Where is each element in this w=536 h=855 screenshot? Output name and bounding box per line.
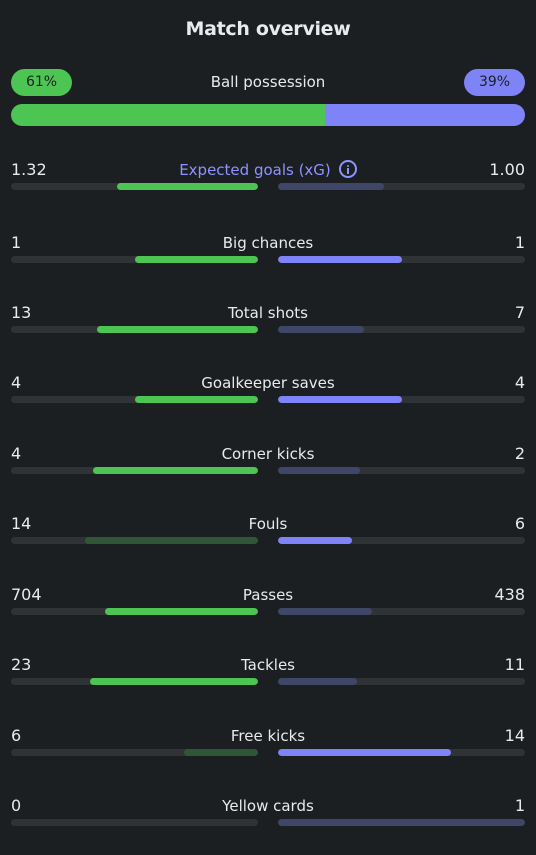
stat-row: 4 Corner kicks 2 <box>11 443 525 485</box>
away-stat-bar <box>278 819 525 826</box>
away-stat-bar <box>278 749 525 756</box>
page-title: Match overview <box>185 18 351 40</box>
away-stat-bar-fill <box>278 326 365 333</box>
away-stat-value: 4 <box>514 373 525 392</box>
stat-row: 0 Yellow cards 1 <box>11 795 525 837</box>
away-stat-bar <box>278 537 525 544</box>
stat-label-text: Passes <box>242 586 294 604</box>
home-stat-value: 1 <box>11 233 22 252</box>
away-stat-value: 6 <box>514 514 525 533</box>
home-stat-bar <box>11 396 258 403</box>
stat-row: 704 Passes 438 <box>11 584 525 626</box>
home-stat-bar <box>11 537 258 544</box>
home-stat-bar-fill <box>90 678 258 685</box>
possession-bar <box>11 104 525 126</box>
away-stat-value: 1.00 <box>489 160 525 179</box>
stat-row: 1 Big chances 1 <box>11 232 525 274</box>
stat-label: Tackles <box>11 654 525 676</box>
home-stat-value: 14 <box>11 514 32 533</box>
away-stat-bar-fill <box>278 608 372 615</box>
home-stat-value: 1.32 <box>11 160 47 179</box>
home-stat-bar-fill <box>97 326 258 333</box>
stat-label: Passes <box>11 584 525 606</box>
away-stat-value: 1 <box>514 233 525 252</box>
stat-row: 4 Goalkeeper saves 4 <box>11 372 525 414</box>
stat-label-text: Goalkeeper saves <box>201 374 335 392</box>
away-stat-bar <box>278 678 525 685</box>
away-stat-value: 438 <box>494 585 525 604</box>
stat-label-text: Big chances <box>222 234 314 252</box>
home-stat-value: 704 <box>11 585 42 604</box>
home-stat-bar <box>11 326 258 333</box>
stat-label-text: Fouls <box>248 515 288 533</box>
away-stat-value: 14 <box>504 726 525 745</box>
away-stat-bar-fill <box>278 183 385 190</box>
stat-label: Big chances <box>11 232 525 254</box>
stat-label-text: Tackles <box>240 656 296 674</box>
away-stat-bar-fill <box>278 819 525 826</box>
stat-label-text: Corner kicks <box>221 445 315 463</box>
away-stat-value: 1 <box>514 796 525 815</box>
stat-row: 1.32 Expected goals (xG) 1.00 <box>11 159 525 201</box>
away-stat-bar-fill <box>278 256 402 263</box>
home-stat-bar-fill <box>104 608 258 615</box>
away-possession-fill <box>324 104 525 126</box>
away-stat-bar-fill <box>278 749 451 756</box>
home-stat-bar <box>11 819 258 826</box>
stat-label: Yellow cards <box>11 795 525 817</box>
possession-header: 61% Ball possession 39% <box>11 69 525 96</box>
home-stat-value: 6 <box>11 726 22 745</box>
home-stat-bar <box>11 678 258 685</box>
away-stat-bar-fill <box>278 467 360 474</box>
stat-label: Fouls <box>11 513 525 535</box>
home-stat-bar <box>11 467 258 474</box>
home-stat-value: 23 <box>11 655 32 674</box>
home-stat-value: 4 <box>11 444 22 463</box>
away-possession-badge: 39% <box>464 69 525 96</box>
stat-label-text: Expected goals (xG) <box>179 161 331 179</box>
home-stat-bar-fill <box>92 467 258 474</box>
away-stat-bar <box>278 396 525 403</box>
stat-label: Corner kicks <box>11 443 525 465</box>
stat-label[interactable]: Expected goals (xG) <box>11 159 525 181</box>
home-stat-bar <box>11 749 258 756</box>
away-stat-bar-fill <box>278 537 353 544</box>
stat-label: Free kicks <box>11 725 525 747</box>
away-stat-bar <box>278 326 525 333</box>
stat-row: 13 Total shots 7 <box>11 302 525 344</box>
home-stat-bar-fill <box>85 537 258 544</box>
home-possession-badge: 61% <box>11 69 72 96</box>
home-stat-bar-fill <box>183 749 258 756</box>
stat-row: 6 Free kicks 14 <box>11 725 525 767</box>
away-stat-value: 7 <box>514 303 525 322</box>
stat-label: Total shots <box>11 302 525 324</box>
stat-label-text: Total shots <box>228 304 308 322</box>
home-stat-bar <box>11 183 258 190</box>
home-possession-fill <box>11 104 325 126</box>
home-stat-bar <box>11 608 258 615</box>
away-stat-bar-fill <box>278 678 358 685</box>
stat-label: Goalkeeper saves <box>11 372 525 394</box>
away-stat-value: 11 <box>504 655 525 674</box>
home-stat-bar <box>11 256 258 263</box>
stat-label-text: Free kicks <box>230 727 306 745</box>
home-stat-bar-fill <box>117 183 258 190</box>
away-stat-bar <box>278 608 525 615</box>
away-stat-bar-fill <box>278 396 402 403</box>
home-stat-bar-fill <box>134 256 258 263</box>
home-stat-bar-fill <box>134 396 258 403</box>
stat-row: 23 Tackles 11 <box>11 654 525 696</box>
away-stat-bar <box>278 256 525 263</box>
away-stat-value: 2 <box>514 444 525 463</box>
info-icon[interactable] <box>338 160 357 178</box>
stat-row: 14 Fouls 6 <box>11 513 525 555</box>
home-stat-value: 0 <box>11 796 22 815</box>
possession-label: Ball possession <box>210 73 326 91</box>
home-stat-value: 13 <box>11 303 32 322</box>
away-stat-bar <box>278 183 525 190</box>
stat-label-text: Yellow cards <box>222 797 314 815</box>
home-stat-value: 4 <box>11 373 22 392</box>
away-stat-bar <box>278 467 525 474</box>
